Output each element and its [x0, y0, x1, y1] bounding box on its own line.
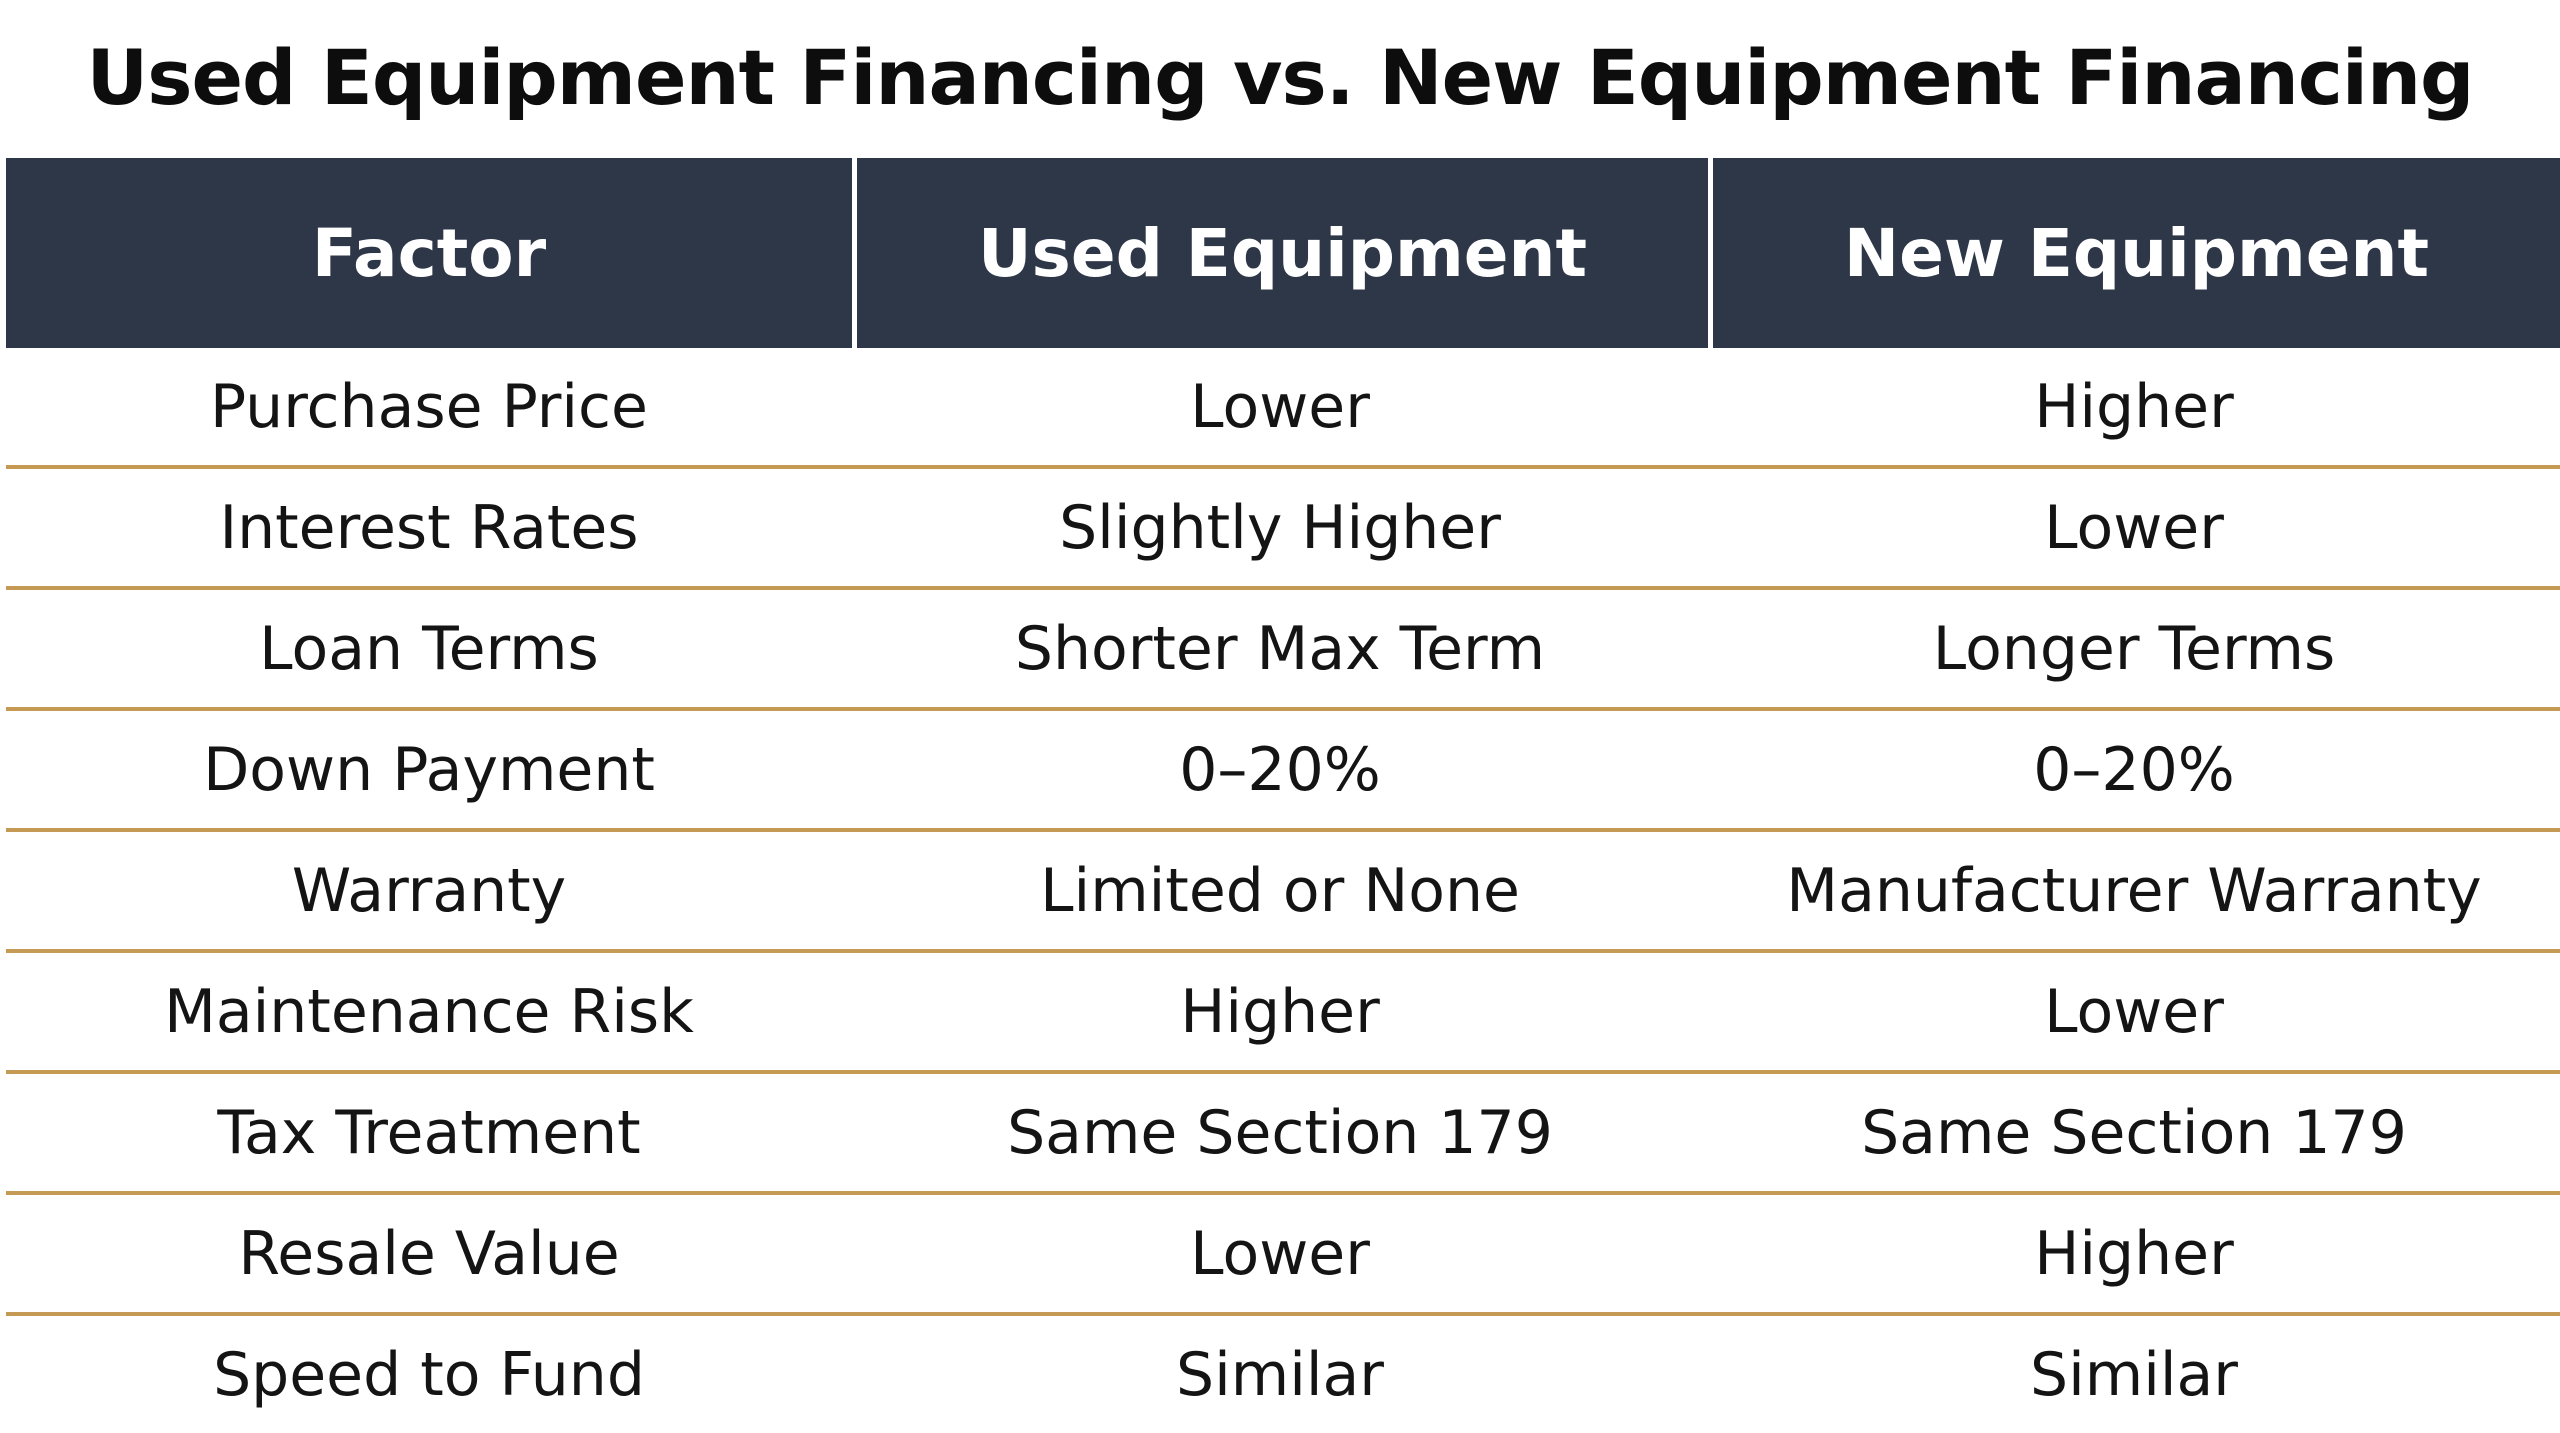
header-row: Factor Used Equipment New Equipment [6, 158, 2560, 348]
used-equipment-cell: Slightly Higher [852, 469, 1708, 590]
new-equipment-cell: Higher [1708, 1195, 2560, 1316]
table-row: Tax Treatment Same Section 179 Same Sect… [6, 1074, 2560, 1195]
new-equipment-cell: Manufacturer Warranty [1708, 832, 2560, 953]
table-header: Factor Used Equipment New Equipment [6, 158, 2560, 348]
table-row: Purchase Price Lower Higher [6, 348, 2560, 469]
column-header-new-equipment: New Equipment [1708, 158, 2560, 348]
new-equipment-cell: Higher [1708, 348, 2560, 469]
used-equipment-cell: Lower [852, 348, 1708, 469]
column-header-factor: Factor [6, 158, 852, 348]
used-equipment-cell: Similar [1176, 1339, 1384, 1410]
used-equipment-cell: 0–20% [852, 711, 1708, 832]
new-equipment-cell: Lower [1708, 469, 2560, 590]
table-row: Maintenance Risk Higher Lower [6, 953, 2560, 1074]
table-row: Down Payment 0–20% 0–20% [6, 711, 2560, 832]
used-equipment-cell: Higher [852, 953, 1708, 1074]
factor-cell: Purchase Price [6, 348, 852, 469]
table-row: Loan Terms Shorter Max Term Longer Terms [6, 590, 2560, 711]
new-equipment-cell: Longer Terms [1708, 590, 2560, 711]
comparison-table: Factor Used Equipment New Equipment Purc… [6, 158, 2560, 1433]
table-row: Speed to Fund Similar Similar [6, 1316, 2560, 1433]
table-body: Purchase Price Lower Higher Interest Rat… [6, 348, 2560, 1433]
table-row: Warranty Limited or None Manufacturer Wa… [6, 832, 2560, 953]
factor-cell: Interest Rates [6, 469, 852, 590]
factor-cell: Down Payment [6, 711, 852, 832]
new-equipment-cell: Lower [1708, 953, 2560, 1074]
factor-cell: Maintenance Risk [6, 953, 852, 1074]
used-equipment-cell: Limited or None [852, 832, 1708, 953]
factor-cell: Warranty [6, 832, 852, 953]
used-equipment-cell: Lower [852, 1195, 1708, 1316]
factor-cell: Resale Value [6, 1195, 852, 1316]
factor-cell: Loan Terms [6, 590, 852, 711]
used-equipment-cell: Same Section 179 [852, 1074, 1708, 1195]
table-row: Interest Rates Slightly Higher Lower [6, 469, 2560, 590]
new-equipment-cell: Similar [2030, 1339, 2238, 1410]
new-equipment-cell: 0–20% [1708, 711, 2560, 832]
new-equipment-cell: Same Section 179 [1708, 1074, 2560, 1195]
factor-cell: Tax Treatment [6, 1074, 852, 1195]
used-equipment-cell: Shorter Max Term [852, 590, 1708, 711]
table-row: Resale Value Lower Higher [6, 1195, 2560, 1316]
factor-cell: Speed to Fund [213, 1339, 645, 1410]
page-title: Used Equipment Financing vs. New Equipme… [86, 33, 2475, 122]
column-header-used-equipment: Used Equipment [852, 158, 1708, 348]
